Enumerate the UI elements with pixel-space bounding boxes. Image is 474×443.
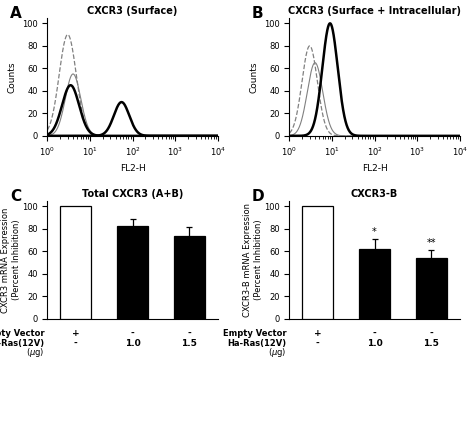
Bar: [117, 225, 148, 319]
Text: 1.0: 1.0: [367, 339, 383, 348]
Text: -: -: [429, 329, 433, 338]
Text: +: +: [314, 329, 321, 338]
Y-axis label: CXCR3 mRNA Expression
(Percent Inhibition): CXCR3 mRNA Expression (Percent Inhibitio…: [1, 207, 20, 313]
Text: A: A: [10, 6, 22, 21]
Text: -: -: [316, 339, 319, 348]
Text: C: C: [10, 189, 21, 204]
Bar: [359, 249, 390, 319]
Text: 1.5: 1.5: [182, 339, 197, 348]
Text: Ha-Ras(12V): Ha-Ras(12V): [0, 339, 45, 348]
Text: B: B: [252, 6, 264, 21]
Bar: [302, 206, 333, 319]
Text: -: -: [131, 329, 135, 338]
Text: Empty Vector: Empty Vector: [223, 329, 287, 338]
Text: -: -: [74, 339, 78, 348]
Text: ($\mu$g): ($\mu$g): [268, 346, 287, 359]
Bar: [416, 258, 447, 319]
Text: ($\mu$g): ($\mu$g): [26, 346, 45, 359]
Text: -: -: [373, 329, 376, 338]
Text: +: +: [72, 329, 80, 338]
Title: Total CXCR3 (A+B): Total CXCR3 (A+B): [82, 189, 183, 198]
Bar: [174, 236, 205, 319]
Text: *: *: [372, 227, 377, 237]
Title: CXCR3-B: CXCR3-B: [351, 189, 398, 198]
Text: Ha-Ras(12V): Ha-Ras(12V): [228, 339, 287, 348]
Bar: [60, 206, 91, 319]
Text: **: **: [427, 238, 436, 248]
X-axis label: FL2-H: FL2-H: [120, 163, 146, 172]
Title: CXCR3 (Surface): CXCR3 (Surface): [87, 6, 178, 16]
Title: CXCR3 (Surface + Intracellular): CXCR3 (Surface + Intracellular): [288, 6, 461, 16]
X-axis label: FL2-H: FL2-H: [362, 163, 387, 172]
Y-axis label: CXCR3-B mRNA Expression
(Percent Inhibition): CXCR3-B mRNA Expression (Percent Inhibit…: [243, 203, 263, 317]
Text: 1.5: 1.5: [423, 339, 439, 348]
Text: Empty Vector: Empty Vector: [0, 329, 45, 338]
Text: -: -: [188, 329, 191, 338]
Y-axis label: Counts: Counts: [249, 61, 258, 93]
Y-axis label: Counts: Counts: [8, 61, 17, 93]
Text: D: D: [252, 189, 264, 204]
Text: 1.0: 1.0: [125, 339, 140, 348]
